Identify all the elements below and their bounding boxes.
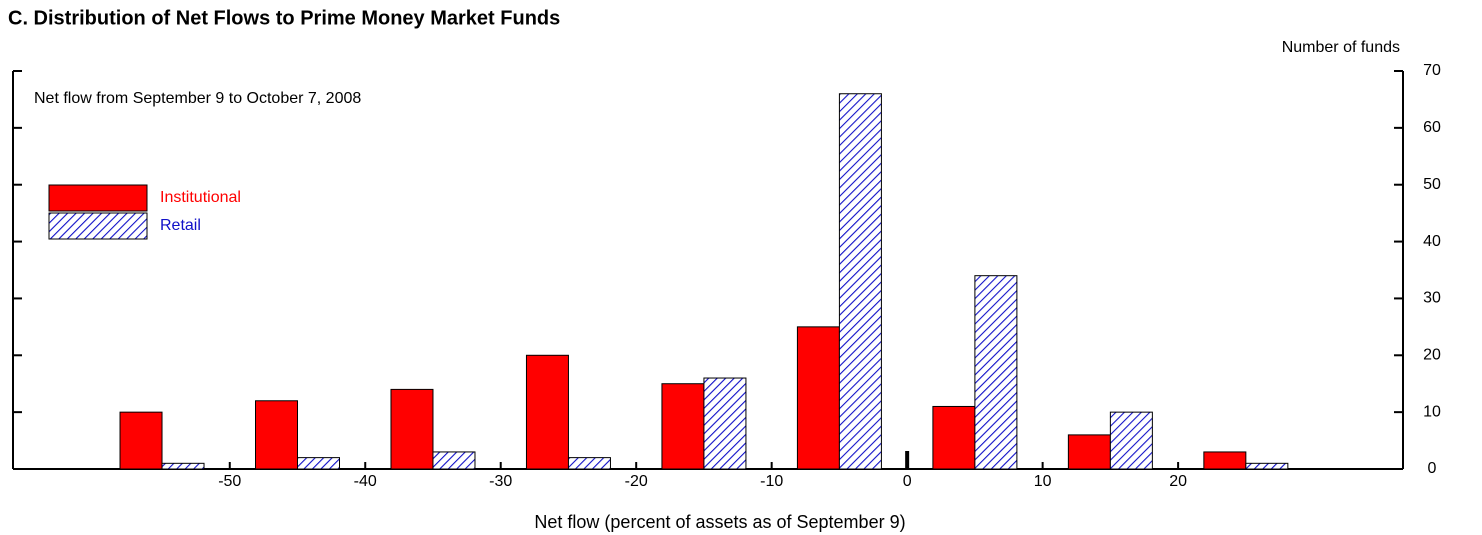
bar (1109, 411, 1153, 470)
bar (1067, 434, 1111, 470)
legend-label: Institutional (160, 189, 241, 206)
y-tick-label: 70 (1423, 62, 1441, 79)
x-tick-label: -40 (354, 473, 377, 490)
bar (161, 462, 205, 470)
x-tick-label: 20 (1169, 473, 1187, 490)
x-tick-label: 0 (903, 473, 912, 490)
y-axis-label: Number of funds (1282, 39, 1400, 56)
y-tick-label: 60 (1423, 119, 1441, 136)
y-tick-label: 50 (1423, 176, 1441, 193)
bar (974, 275, 1018, 470)
bar (567, 457, 611, 470)
annotation: Net flow from September 9 to October 7, … (34, 90, 361, 107)
bar (525, 354, 569, 470)
y-tick-label: 0 (1428, 460, 1437, 477)
legend-swatch (48, 184, 148, 212)
legend-label: Retail (160, 217, 201, 234)
bar (432, 451, 476, 470)
bar (255, 400, 299, 470)
bar (661, 383, 705, 470)
bar (838, 93, 882, 470)
y-tick-label: 40 (1423, 233, 1441, 250)
x-tick-label: -30 (489, 473, 512, 490)
y-tick-label: 30 (1423, 290, 1441, 307)
bar (932, 405, 976, 470)
x-tick-label: -20 (625, 473, 648, 490)
x-tick-label: 10 (1034, 473, 1052, 490)
bar (119, 411, 163, 470)
bar (1245, 462, 1289, 470)
bar (703, 377, 747, 470)
y-tick-label: 20 (1423, 347, 1441, 364)
legend-swatch (48, 212, 148, 240)
x-tick-label: -10 (760, 473, 783, 490)
bar (796, 326, 840, 470)
x-axis-label: Net flow (percent of assets as of Septem… (534, 512, 905, 532)
x-tick-label: -50 (218, 473, 241, 490)
bar (297, 457, 341, 470)
bar (390, 388, 434, 470)
chart-title: C. Distribution of Net Flows to Prime Mo… (8, 7, 560, 29)
y-tick-label: 10 (1423, 403, 1441, 420)
bar (1203, 451, 1247, 470)
